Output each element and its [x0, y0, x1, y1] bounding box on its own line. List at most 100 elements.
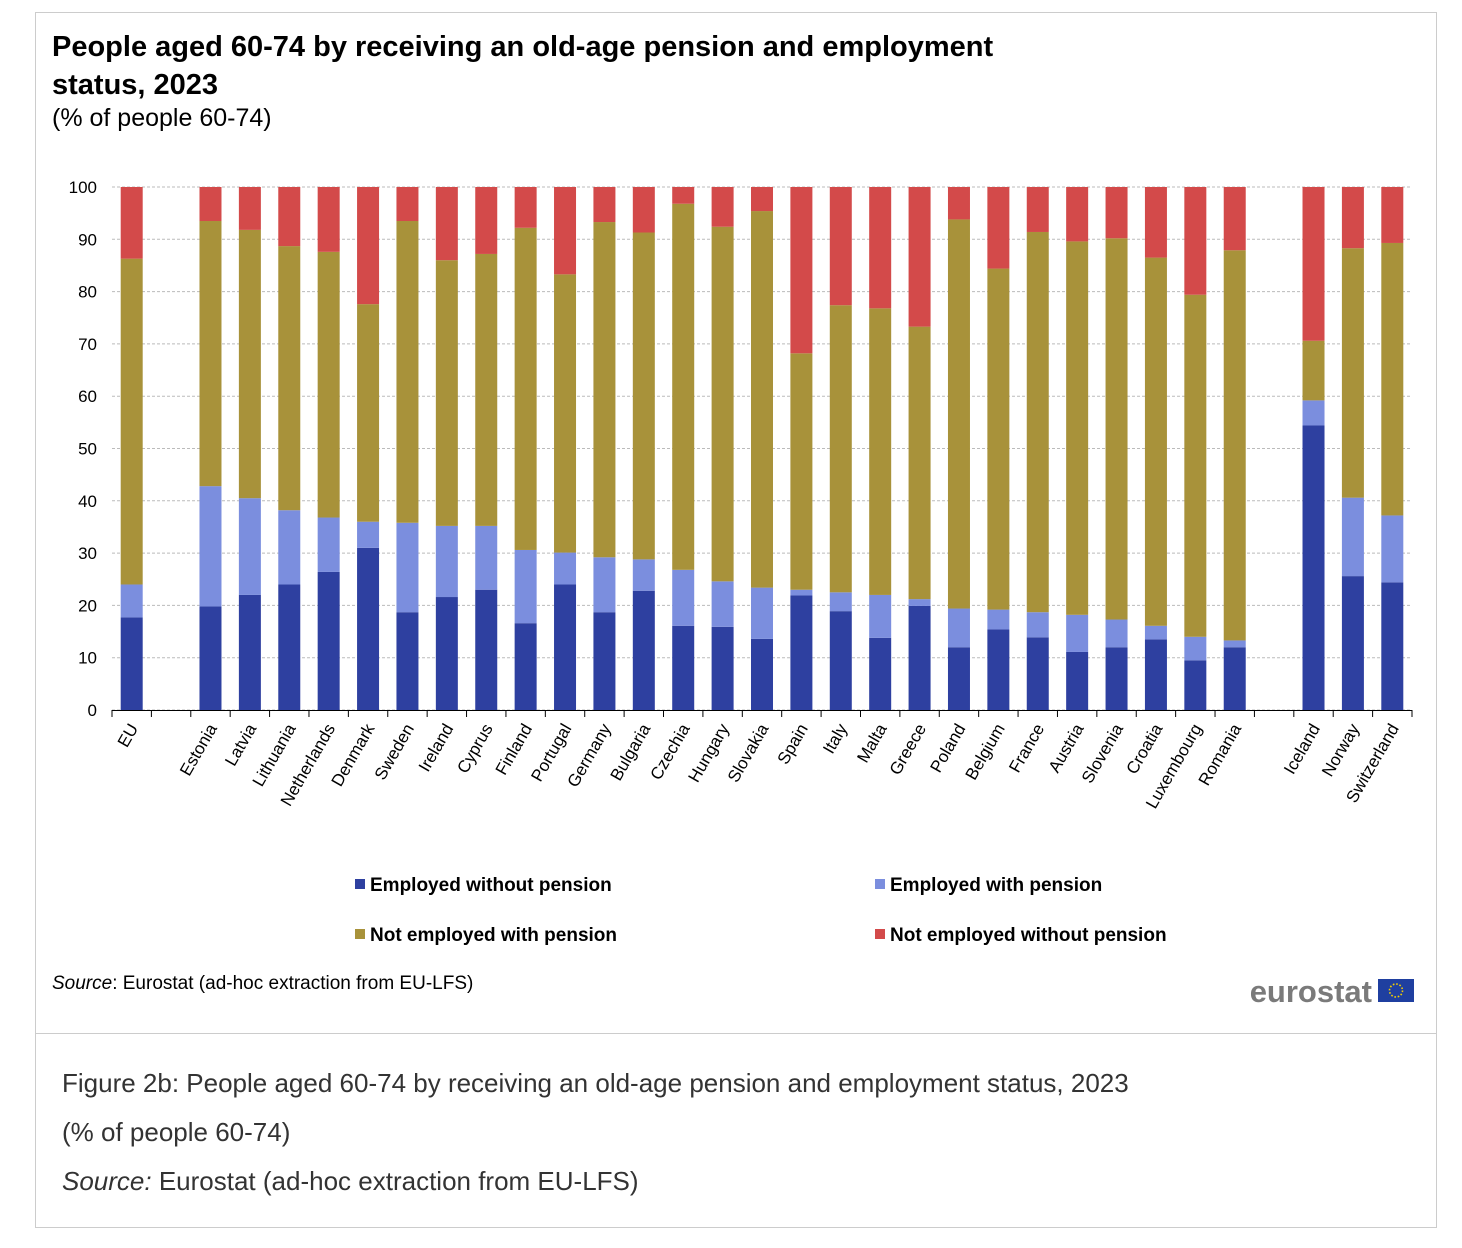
bar-segment	[1223, 647, 1246, 710]
bar-segment	[1026, 612, 1049, 638]
bar-segment	[1341, 248, 1364, 498]
y-tick-label: 100	[69, 178, 97, 197]
bar-segment	[1302, 187, 1325, 341]
bar-segment	[475, 589, 498, 710]
chart-title: People aged 60-74 by receiving an old-ag…	[52, 31, 994, 101]
bar-segment	[593, 557, 616, 613]
bar-segment	[238, 498, 261, 595]
bar-segment	[1066, 614, 1089, 652]
bar-segment	[632, 232, 655, 560]
bar-segment	[672, 187, 695, 204]
bar-segment	[869, 308, 892, 595]
legend-swatch	[875, 879, 885, 889]
bar-segment	[278, 510, 301, 585]
bar-segment	[238, 187, 261, 230]
bar-segment	[1144, 257, 1167, 626]
bar-segment	[278, 584, 301, 710]
bar-segment	[475, 525, 498, 590]
caption-source: Source: Eurostat (ad-hoc extraction from…	[62, 1166, 639, 1197]
y-tick-label: 60	[78, 387, 97, 406]
bar-segment	[947, 608, 970, 648]
bar-segment	[317, 187, 340, 252]
source: Source: Eurostat (ad-hoc extraction from…	[52, 973, 473, 995]
bar-segment	[1381, 242, 1404, 516]
bar-segment	[711, 226, 734, 582]
bar-segment	[1144, 639, 1167, 710]
legend-label: Employed without pension	[370, 875, 612, 896]
bar-segment	[120, 584, 143, 618]
bar-segment	[632, 187, 655, 233]
bar-segment	[869, 637, 892, 710]
bar-segment	[435, 260, 458, 526]
bar-segment	[357, 187, 380, 305]
bar-segment	[1066, 187, 1089, 242]
bar-segment	[120, 617, 143, 710]
bar-segment	[1381, 582, 1404, 710]
y-tick-label: 70	[78, 335, 97, 354]
bar-segment	[1302, 340, 1325, 401]
bar-segment	[317, 251, 340, 518]
bar-segment	[987, 268, 1010, 610]
y-tick-label: 10	[78, 649, 97, 668]
y-tick-label: 30	[78, 544, 97, 563]
bar-segment	[593, 187, 616, 223]
y-tick-label: 90	[78, 230, 97, 249]
legend-label: Not employed with pension	[370, 925, 617, 946]
bar-segment	[1066, 651, 1089, 710]
bar-segment	[475, 253, 498, 526]
bar-segment	[120, 187, 143, 259]
bar-segment	[554, 584, 577, 710]
bar-segment	[514, 549, 537, 624]
bar-segment	[1105, 187, 1128, 239]
legend-label: Not employed without pension	[890, 925, 1167, 946]
bar-segment	[1144, 625, 1167, 640]
bar-segment	[396, 612, 419, 710]
bar-segment	[751, 211, 773, 588]
caption-title: Figure 2b: People aged 60-74 by receivin…	[62, 1068, 1129, 1098]
bar-segment	[278, 187, 301, 247]
bar-segment	[829, 592, 852, 612]
bar-segment	[435, 187, 458, 261]
bar-segment	[869, 187, 892, 309]
bar-segment	[1184, 187, 1207, 295]
bar-segment	[790, 353, 813, 590]
bar-segment	[672, 625, 695, 710]
bar-segment	[711, 187, 734, 227]
chart-subtitle: (% of people 60-74)	[52, 104, 272, 132]
bar-segment	[554, 274, 577, 553]
bar-segment	[987, 187, 1010, 269]
bar-segment	[357, 547, 380, 710]
bar-segment	[1223, 250, 1246, 641]
bar-segment	[987, 629, 1010, 710]
bar-segment	[829, 611, 852, 710]
bar-segment	[1302, 425, 1325, 710]
bar-segment	[514, 227, 537, 550]
bar-segment	[1341, 497, 1364, 577]
bar-segment	[1223, 640, 1246, 648]
bar-segment	[790, 187, 813, 354]
bar-segment	[238, 229, 261, 499]
bar-segment	[1026, 637, 1049, 710]
bar-segment	[751, 638, 773, 710]
source-label: Source	[52, 973, 113, 994]
bar-segment	[554, 187, 577, 275]
caption-source-label: Source:	[62, 1166, 152, 1196]
bar-segment	[435, 597, 458, 710]
bar-segment	[1184, 660, 1207, 710]
bar-segment	[1105, 238, 1128, 620]
bar-segment	[317, 571, 340, 710]
bar-segment	[1026, 187, 1049, 232]
bar-segment	[711, 626, 734, 710]
bar-segment	[278, 246, 301, 511]
bar-segment	[790, 595, 813, 710]
bar-segment	[199, 486, 222, 607]
bar-segment	[790, 589, 813, 596]
bar-segment	[869, 594, 892, 638]
bar-segment	[947, 219, 970, 609]
y-tick-label: 20	[78, 596, 97, 615]
bar-segment	[199, 187, 222, 221]
bar-segment	[829, 187, 852, 306]
legend-swatch	[875, 929, 885, 939]
